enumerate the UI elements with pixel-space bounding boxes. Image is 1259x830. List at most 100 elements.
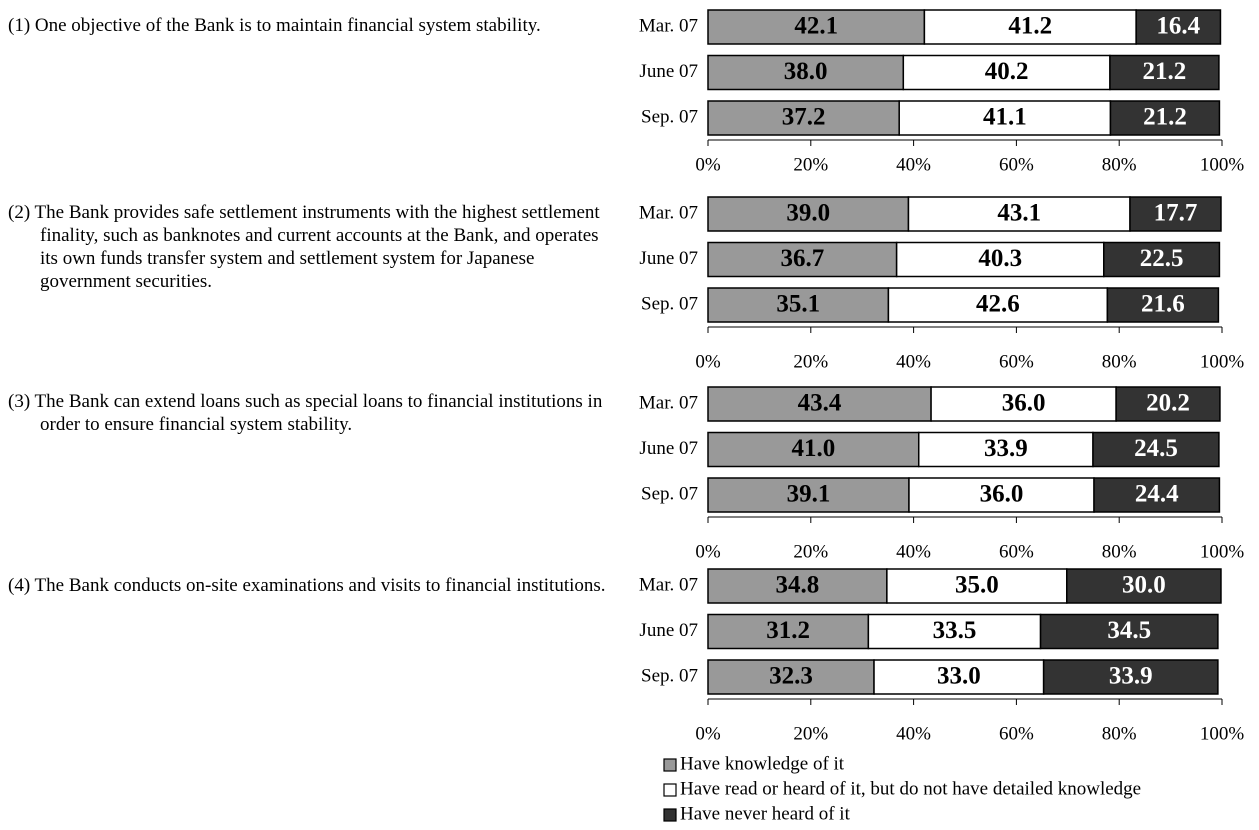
bar-segment [1103, 241, 1221, 278]
x-tick-label: 20% [793, 723, 828, 744]
data-label: 40.3 [978, 245, 1022, 272]
data-label: 21.2 [1143, 104, 1187, 131]
bar-segment [707, 241, 898, 278]
bar-segment [923, 9, 1137, 45]
data-label: 39.0 [786, 200, 830, 227]
data-label: 21.6 [1141, 291, 1185, 318]
bar-segment [1039, 613, 1219, 650]
data-label: 16.4 [1156, 13, 1200, 40]
legend-label: Have never heard of it [680, 803, 851, 824]
category-label: June 07 [639, 248, 698, 269]
x-tick-label: 100% [1200, 154, 1245, 175]
x-tick-label: 60% [999, 154, 1034, 175]
data-label: 43.1 [997, 200, 1041, 227]
data-label: 36.0 [1002, 390, 1046, 417]
x-tick-label: 40% [896, 723, 931, 744]
x-tick-label: 0% [695, 351, 721, 372]
data-label: 41.0 [791, 435, 835, 462]
bar-segment [707, 54, 905, 91]
data-label: 24.4 [1135, 481, 1179, 508]
data-label: 30.0 [1122, 572, 1166, 599]
category-label: June 07 [639, 438, 698, 459]
bar-segment [895, 241, 1105, 278]
data-label: 33.9 [984, 435, 1028, 462]
x-tick-label: 80% [1102, 541, 1137, 562]
data-label: 33.9 [1109, 663, 1153, 690]
x-tick-label: 80% [1102, 351, 1137, 372]
x-tick-label: 20% [793, 541, 828, 562]
data-label: 17.7 [1154, 200, 1198, 227]
bar-segment [707, 568, 888, 604]
category-label: June 07 [639, 61, 698, 82]
bar-segment [1109, 54, 1220, 91]
data-label: 21.2 [1143, 58, 1187, 85]
bar-segment [1093, 477, 1221, 513]
data-label: 22.5 [1140, 245, 1184, 272]
x-tick-label: 40% [896, 351, 931, 372]
bar-segment [867, 613, 1042, 650]
category-label: Sep. 07 [641, 293, 698, 314]
x-tick-label: 40% [896, 541, 931, 562]
x-tick-label: 0% [695, 154, 721, 175]
bar-segment [887, 287, 1109, 323]
bar-segment [707, 431, 920, 468]
bar-segment [707, 196, 910, 232]
x-tick-label: 20% [793, 154, 828, 175]
category-label: Mar. 07 [639, 392, 698, 413]
bar-segment [707, 659, 875, 695]
bar-segment [898, 100, 1112, 136]
x-tick-label: 40% [896, 154, 931, 175]
data-label: 41.2 [1008, 13, 1052, 40]
data-label: 42.6 [976, 291, 1020, 318]
data-label: 35.0 [955, 572, 999, 599]
bar-segment [908, 477, 1095, 513]
legend-swatch [663, 758, 677, 772]
legend-label: Have read or heard of it, but do not hav… [680, 778, 1141, 799]
x-tick-label: 100% [1200, 541, 1245, 562]
data-label: 20.2 [1146, 390, 1190, 417]
bar-segment [707, 9, 926, 45]
category-label: Sep. 07 [641, 665, 698, 686]
data-label: 36.0 [980, 481, 1024, 508]
statement: (1) One objective of the Bank is to main… [8, 15, 541, 36]
bar-segment [707, 477, 910, 513]
x-tick-label: 0% [695, 723, 721, 744]
x-tick-label: 20% [793, 351, 828, 372]
bar-segment [930, 386, 1117, 422]
bar-segment [1109, 100, 1221, 136]
statement: (2) The Bank provides safe settlement in… [8, 202, 600, 292]
data-label: 24.5 [1134, 435, 1178, 462]
bar-segment [1066, 568, 1222, 604]
data-label: 41.1 [983, 104, 1027, 131]
category-label: Sep. 07 [641, 483, 698, 504]
category-label: Mar. 07 [639, 15, 698, 36]
x-tick-label: 100% [1200, 351, 1245, 372]
legend-swatch [663, 783, 677, 797]
data-label: 42.1 [794, 13, 838, 40]
bar-segment [902, 54, 1111, 91]
bar-segment [1129, 196, 1222, 232]
data-label: 35.1 [776, 291, 820, 318]
data-label: 36.7 [780, 245, 824, 272]
data-label: 38.0 [784, 58, 828, 85]
statement: (4) The Bank conducts on-site examinatio… [8, 575, 606, 596]
data-label: 43.4 [798, 390, 842, 417]
data-label: 31.2 [766, 617, 810, 644]
category-label: June 07 [639, 620, 698, 641]
data-label: 40.2 [985, 58, 1029, 85]
data-label: 34.8 [776, 572, 820, 599]
x-tick-label: 80% [1102, 154, 1137, 175]
x-tick-label: 80% [1102, 723, 1137, 744]
bar-segment [1115, 386, 1221, 422]
data-label: 33.0 [937, 663, 981, 690]
legend-swatch [663, 808, 677, 822]
bar-segment [707, 100, 900, 136]
category-label: Mar. 07 [639, 574, 698, 595]
bar-segment [917, 431, 1094, 468]
bar-segment [1092, 431, 1220, 468]
x-tick-label: 60% [999, 723, 1034, 744]
bar-segment [1106, 287, 1220, 323]
legend-label: Have knowledge of it [680, 753, 845, 774]
data-label: 33.5 [933, 617, 977, 644]
